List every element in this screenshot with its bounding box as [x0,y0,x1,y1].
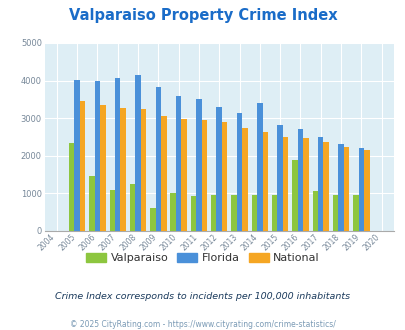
Bar [135,75,141,231]
Bar [181,119,186,231]
Bar [242,128,247,231]
Bar [363,150,369,231]
Bar [155,87,161,231]
Bar [120,108,126,231]
Bar [196,99,201,231]
Bar [323,142,328,231]
Bar [175,96,181,231]
Bar [109,190,115,231]
Bar [303,138,308,231]
Bar [317,137,323,231]
Bar [130,183,135,231]
Bar [94,81,100,231]
Bar [89,177,94,231]
Text: Crime Index corresponds to incidents per 100,000 inhabitants: Crime Index corresponds to incidents per… [55,292,350,301]
Legend: Valparaiso, Florida, National: Valparaiso, Florida, National [82,248,323,267]
Bar [74,80,80,231]
Bar [271,195,277,231]
Text: Valparaiso Property Crime Index: Valparaiso Property Crime Index [68,8,337,23]
Bar [100,105,105,231]
Bar [343,147,348,231]
Bar [262,132,267,231]
Bar [216,107,222,231]
Bar [251,195,256,231]
Bar [231,194,236,231]
Bar [282,137,288,231]
Bar [256,103,262,231]
Bar [297,129,303,231]
Bar [141,109,146,231]
Bar [161,116,166,231]
Bar [201,120,207,231]
Bar [115,78,120,231]
Bar [292,159,297,231]
Bar [332,195,337,231]
Bar [337,145,343,231]
Bar [190,196,196,231]
Bar [150,209,155,231]
Bar [222,122,227,231]
Text: © 2025 CityRating.com - https://www.cityrating.com/crime-statistics/: © 2025 CityRating.com - https://www.city… [70,320,335,329]
Bar [80,101,85,231]
Bar [312,191,317,231]
Bar [170,193,175,231]
Bar [277,125,282,231]
Bar [352,194,358,231]
Bar [211,194,216,231]
Bar [358,148,363,231]
Bar [69,143,74,231]
Bar [236,113,242,231]
